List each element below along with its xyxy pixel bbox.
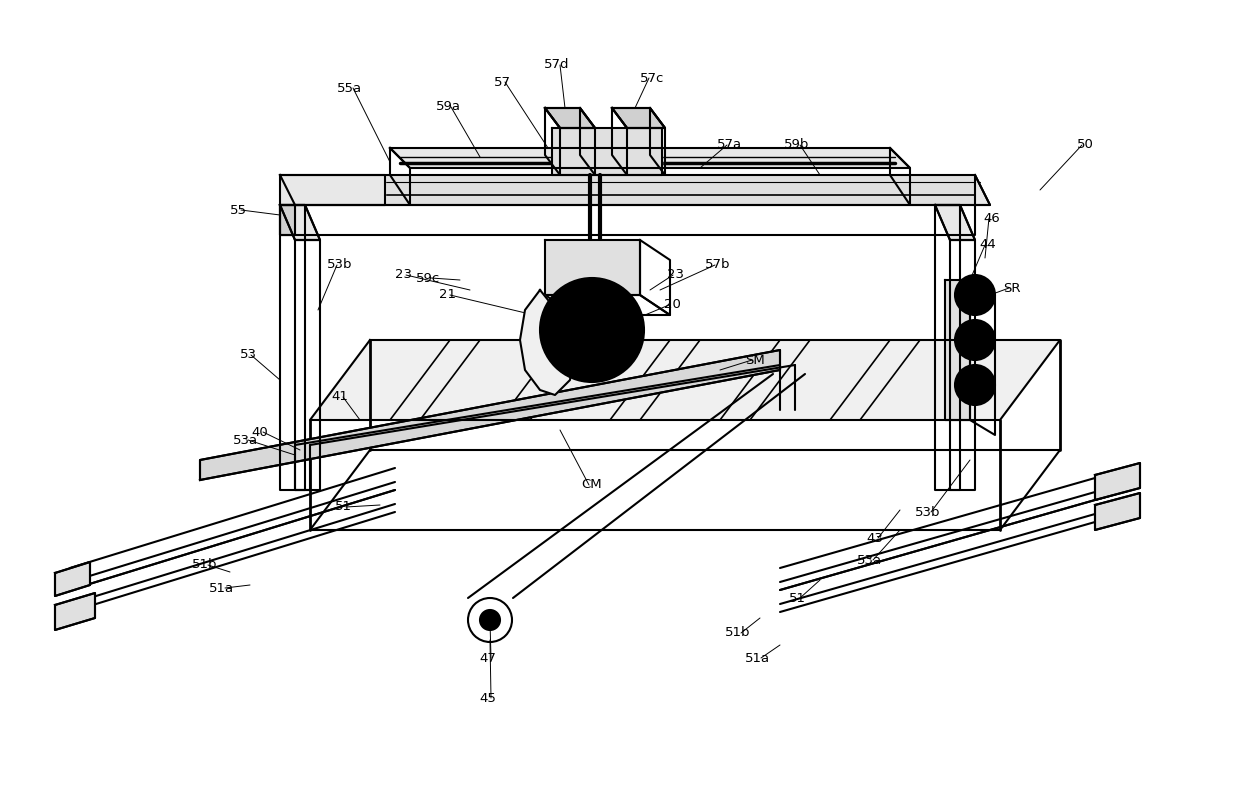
Text: 55a: 55a: [337, 81, 362, 94]
Text: 59a: 59a: [435, 101, 460, 114]
Circle shape: [539, 278, 644, 382]
Text: 53a: 53a: [857, 554, 883, 567]
Text: 51a: 51a: [210, 581, 234, 595]
Circle shape: [480, 610, 500, 630]
Polygon shape: [1095, 463, 1140, 500]
Text: 23: 23: [667, 268, 684, 281]
Text: 40: 40: [252, 426, 268, 438]
Text: 51a: 51a: [745, 651, 770, 664]
Text: 45: 45: [480, 692, 496, 704]
Text: 50: 50: [1076, 139, 1094, 152]
Text: 46: 46: [983, 211, 1001, 225]
Text: 47: 47: [480, 651, 496, 664]
Text: 51b: 51b: [192, 559, 218, 571]
Text: 20: 20: [663, 298, 681, 311]
Text: 55: 55: [229, 203, 247, 217]
Polygon shape: [55, 562, 91, 596]
Circle shape: [552, 290, 632, 370]
Polygon shape: [1095, 493, 1140, 530]
Polygon shape: [975, 175, 990, 205]
Polygon shape: [310, 340, 1060, 420]
Text: 57: 57: [494, 76, 511, 89]
Polygon shape: [200, 350, 780, 480]
Circle shape: [965, 330, 985, 350]
Circle shape: [773, 352, 787, 368]
Text: 44: 44: [980, 239, 997, 251]
Text: 57b: 57b: [706, 259, 730, 272]
Text: 59b: 59b: [785, 139, 810, 152]
Polygon shape: [613, 108, 665, 128]
Polygon shape: [546, 108, 595, 128]
Polygon shape: [552, 128, 662, 175]
Text: 23: 23: [394, 268, 412, 281]
Text: 57c: 57c: [640, 72, 665, 85]
Text: 53b: 53b: [327, 259, 352, 272]
Circle shape: [965, 375, 985, 395]
Text: 57d: 57d: [544, 59, 569, 72]
Text: SM: SM: [745, 354, 765, 367]
Text: SR: SR: [1003, 281, 1021, 294]
Polygon shape: [391, 148, 910, 168]
Polygon shape: [280, 205, 295, 235]
Circle shape: [955, 320, 994, 360]
Text: 43: 43: [867, 531, 883, 545]
Circle shape: [955, 275, 994, 315]
Text: 51b: 51b: [725, 626, 750, 639]
Polygon shape: [546, 240, 640, 295]
Text: 53b: 53b: [915, 505, 941, 518]
Text: 51: 51: [335, 501, 351, 513]
Text: CM: CM: [582, 479, 603, 492]
Text: 53: 53: [239, 348, 257, 362]
Polygon shape: [935, 205, 975, 240]
Polygon shape: [945, 280, 970, 420]
Polygon shape: [55, 593, 95, 630]
Text: 53a: 53a: [232, 434, 258, 447]
Circle shape: [584, 322, 600, 338]
Text: 41: 41: [331, 390, 348, 404]
Polygon shape: [280, 175, 990, 205]
Text: PS: PS: [608, 343, 624, 356]
Circle shape: [577, 315, 608, 345]
Polygon shape: [280, 205, 320, 240]
Text: 51: 51: [789, 592, 806, 604]
Text: 57a: 57a: [718, 139, 743, 152]
Circle shape: [955, 365, 994, 405]
Text: 21: 21: [439, 289, 455, 301]
Polygon shape: [520, 290, 575, 395]
Circle shape: [965, 285, 985, 305]
Polygon shape: [280, 175, 384, 205]
Text: 59c: 59c: [415, 272, 440, 285]
